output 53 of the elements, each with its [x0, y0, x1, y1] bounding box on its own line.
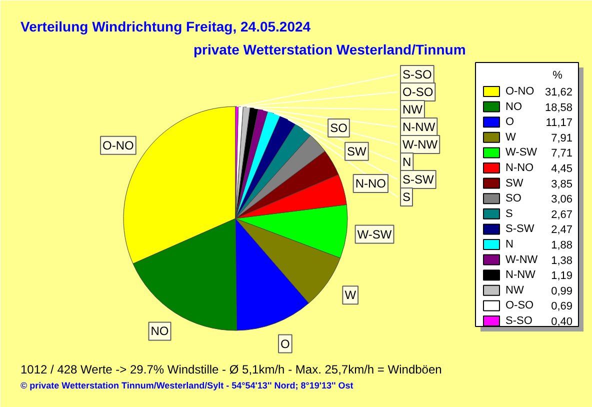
slice-label: NW [402, 102, 424, 116]
data-label: 0,99 [551, 285, 573, 298]
data-label: 3,85 [551, 178, 573, 190]
data-label: 2,67 [551, 208, 573, 221]
chart-title: Verteilung Windrichtung Freitag, 24.05.2024 [20, 18, 311, 34]
data-label: 3,06 [551, 194, 573, 206]
data-label: 7,91 [551, 132, 573, 144]
legend-label: W [506, 131, 516, 144]
slice-label: O [280, 336, 290, 351]
slice-label: O-NO [102, 138, 134, 152]
data-label: 4,45 [551, 163, 573, 175]
data-label: 1,88 [551, 240, 573, 252]
data-label: 1,38 [551, 254, 573, 267]
legend-label: NW [506, 284, 524, 296]
slice-label: O-SO [402, 85, 434, 99]
legend-label: S [506, 208, 513, 220]
slice-label: S-SW [402, 172, 435, 186]
legend-label: N-NO [506, 162, 534, 174]
category-label: N-NO [355, 176, 386, 191]
data-label: 18,58 [544, 102, 573, 114]
slice-label: N-NW [402, 120, 436, 134]
text: 1012 / 428 Werte -> 29.7% Windstille - Ø 5,1km/h - Max. 25,7km/h = Windböen [20, 362, 442, 376]
legend-label: SO [506, 192, 522, 205]
slice-label: S-SO [402, 68, 432, 82]
slice-label: NO [150, 324, 169, 338]
legend-title: % [552, 70, 563, 82]
legend-label: S-SW [506, 223, 535, 236]
data-label: 7,71 [551, 148, 573, 160]
legend-label: W-NW [506, 254, 538, 266]
text: © private Wetterstation Tinnum/Westerland/Sylt - 54°54'13'' Nord; 8°19'13'' Ost [20, 380, 354, 390]
slice-label: W [344, 288, 357, 302]
data-label: 11,17 [546, 117, 573, 130]
legend-label: N [506, 238, 514, 250]
legend-label: O-NO [506, 86, 535, 98]
data-label: 0,40 [551, 316, 573, 328]
legend-label: O [506, 116, 514, 128]
slice-label: S [402, 190, 411, 204]
legend-label: O-SO [506, 300, 534, 312]
data-label: 31,62 [544, 86, 573, 98]
data-label: 0,69 [551, 300, 573, 313]
data-label: 1,19 [551, 270, 573, 282]
chart-subtitle: private Wetterstation Westerland/Tinnum [194, 42, 466, 58]
slice-label: N [402, 155, 412, 169]
slice-label: SO [330, 120, 348, 135]
data-label: 2,47 [551, 224, 573, 236]
legend-label: S-SO [506, 315, 533, 327]
slice-label: W-SW [357, 227, 392, 242]
legend-label: NO [506, 100, 522, 113]
legend-label: N-NW [506, 269, 536, 282]
slice-label: SW [347, 144, 368, 158]
slice-label: W-NW [402, 138, 438, 152]
legend-label: W-SW [506, 146, 538, 159]
legend-label: SW [506, 177, 524, 190]
